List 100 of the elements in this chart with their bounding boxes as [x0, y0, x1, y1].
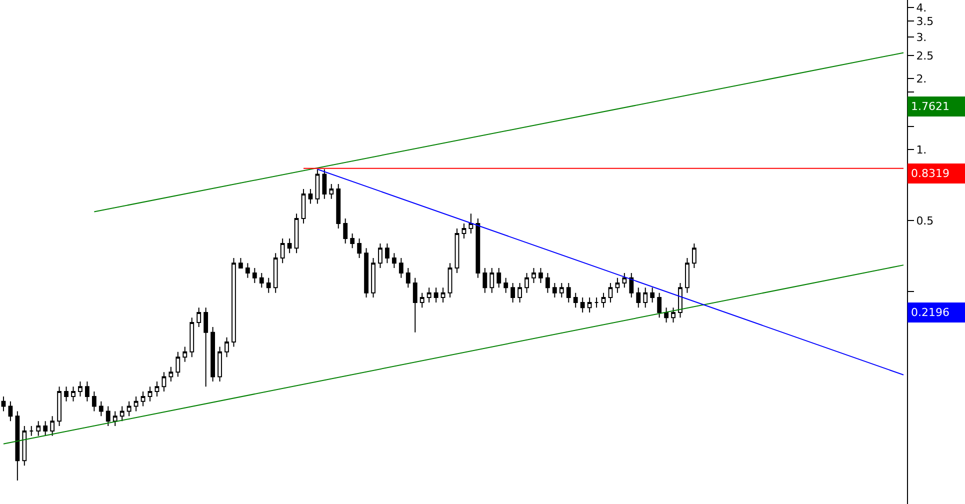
candlestick: [196, 307, 202, 328]
candlestick: [524, 272, 529, 294]
candlestick: [504, 277, 508, 294]
candlestick: [392, 252, 396, 268]
candlestick: [78, 381, 82, 397]
y-tick-label: 2.5: [916, 49, 934, 62]
candlestick: [664, 307, 669, 324]
text: 0.8319: [911, 167, 950, 180]
candlestick: [210, 326, 216, 382]
candlestick: [545, 272, 550, 294]
candlestick: [496, 267, 502, 288]
y-tick-label: 4.: [916, 1, 927, 14]
candlestick: [106, 406, 110, 427]
candlestick: [140, 390, 146, 407]
candlestick: [482, 267, 488, 294]
candlestick: [622, 272, 627, 288]
candlestick: [182, 346, 188, 362]
candlestick: [608, 282, 613, 303]
candlestick: [412, 277, 418, 333]
candlestick: [168, 366, 174, 382]
candlestick: [364, 248, 368, 298]
candlestick: [98, 400, 104, 417]
candlestick: [476, 218, 480, 278]
candlestick: [643, 287, 648, 308]
candlestick: [573, 292, 578, 308]
candlestick: [629, 272, 634, 298]
candlestick: [29, 426, 34, 436]
candlestick: [154, 381, 160, 397]
candlestick: [280, 238, 285, 264]
candlestick: [343, 218, 348, 244]
text: 0.2196: [911, 306, 950, 319]
candlestick: [532, 267, 536, 284]
candlestick: [245, 262, 250, 278]
candlestick: [685, 258, 690, 294]
candlestick: [378, 242, 382, 268]
y-tick-label: 2.: [916, 72, 927, 86]
candlestick: [371, 258, 376, 298]
candlestick: [601, 292, 606, 308]
candlestick: [398, 258, 404, 278]
candlestick: [266, 277, 271, 294]
candlestick: [559, 282, 564, 298]
candlestick: [468, 213, 474, 234]
candlestick: [566, 282, 571, 303]
y-tick-label: 3.: [916, 30, 927, 44]
y-tick-label: 0.5: [916, 214, 934, 228]
candlestick: [434, 287, 438, 303]
candlestick: [322, 168, 327, 200]
y-tick-label: 3.5: [916, 14, 934, 28]
candlestick: [538, 267, 543, 284]
candlestick: [224, 336, 229, 358]
candlestick: [232, 258, 236, 348]
candlestick: [15, 410, 20, 482]
candlestick: [448, 262, 452, 298]
candlestick: [148, 386, 152, 402]
candlestick: [238, 258, 243, 268]
candlestick: [385, 242, 390, 264]
candlestick: [71, 386, 76, 402]
candlestick: [190, 317, 194, 358]
candlestick: [204, 307, 208, 388]
candlestick: [308, 188, 313, 204]
candlestick: [350, 232, 355, 249]
candlestick: [85, 381, 90, 402]
candlestick: [36, 420, 41, 436]
candlestick: [594, 297, 599, 308]
candlestick: [126, 400, 132, 417]
candlestick: [162, 372, 166, 392]
candlestick: [440, 287, 446, 303]
candlestick: [336, 184, 341, 229]
candlestick: [112, 410, 118, 427]
candlestick: [252, 267, 257, 284]
candlestick: [1, 396, 6, 412]
candlestick: [134, 396, 138, 412]
candlestick: [671, 307, 676, 324]
candlestick: [329, 184, 334, 200]
candlestick: [636, 287, 641, 308]
candlestick: [120, 406, 124, 422]
candlestick: [692, 242, 696, 268]
candlestick: [287, 238, 292, 254]
candlestick: [301, 188, 306, 224]
candlestick: [218, 346, 222, 382]
candlestick: [426, 287, 432, 303]
candlestick: [57, 386, 62, 427]
candlestick: [587, 297, 592, 313]
candlestick: [518, 282, 522, 303]
candlestick: [273, 252, 278, 294]
candlestick: [315, 168, 320, 204]
candlestick: [580, 297, 585, 313]
candlestick: [176, 351, 180, 378]
candlestick: [510, 282, 516, 303]
candlestick: [454, 228, 460, 274]
candlestick: [657, 292, 662, 318]
candlestick: [357, 238, 362, 259]
text: 1.7621: [911, 100, 950, 113]
candlestick: [64, 386, 68, 402]
candlestick: [50, 416, 55, 436]
candlestick: [92, 390, 96, 412]
candlestick: [406, 267, 410, 288]
candlestick: [615, 277, 620, 294]
candlestick: [294, 213, 299, 254]
candlestick: [552, 282, 557, 298]
